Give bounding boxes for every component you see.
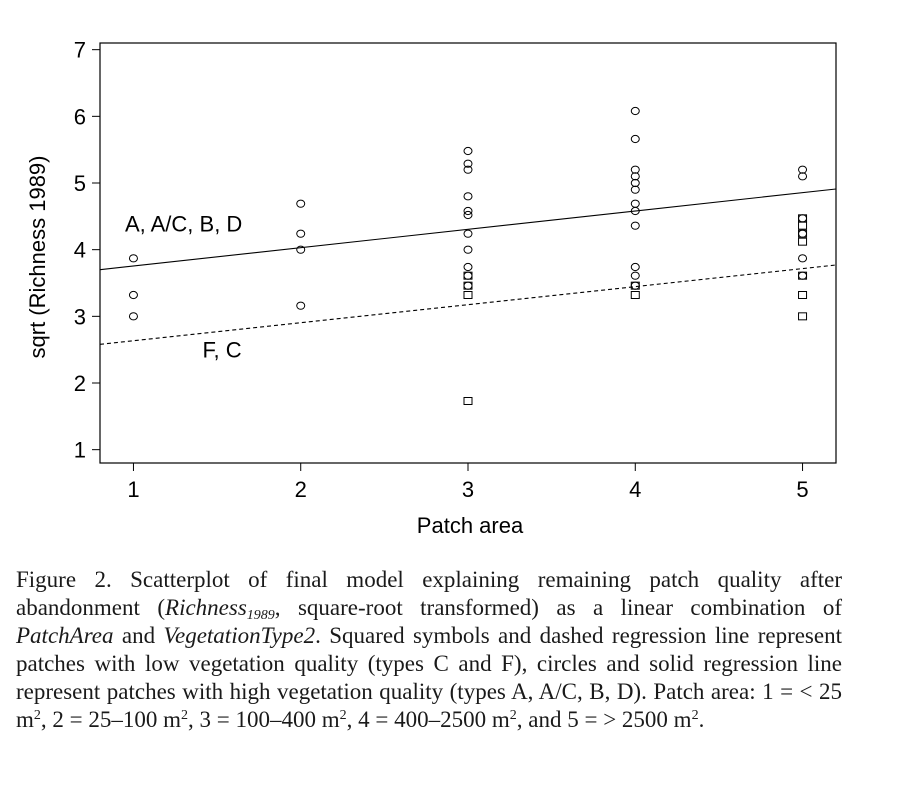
caption-text: Scatterplot of final model explaining re… [16,567,842,620]
caption-superscript: 2 [509,708,517,723]
square-point [630,281,640,290]
circle-point [128,290,138,300]
circle-point [630,281,640,290]
square-point [798,291,808,299]
caption-text: , 2 = 25–100 m [40,707,182,732]
circle-point [630,106,640,116]
x-tick-label: 2 [295,477,307,502]
caption-text: and [113,623,164,648]
circle-point [630,134,640,144]
circle-point [463,245,473,254]
x-tick-label: 1 [127,477,139,502]
circle-point [463,192,473,201]
caption-figure-label: Figure 2. [16,567,112,592]
caption-superscript: 2 [691,708,699,723]
circle-point [630,206,640,216]
circle-point [296,229,306,238]
circle-point [463,229,473,238]
circle-point [630,199,640,208]
circle-point [630,165,640,174]
x-axis-label: Patch area [417,513,524,538]
scatterplot: 1 2 3 4 5 1 2 3 4 5 6 7 A, A/C, B, D F, C Patch are… [25,38,837,538]
circle-point [463,159,473,168]
x-tick-label: 4 [629,477,641,502]
caption-superscript: 2 [339,708,347,723]
circle-point [296,301,306,310]
caption-richness-subscript: 1989 [246,608,275,623]
square-point [630,291,640,299]
caption-text: , 4 = 400–2500 m [346,707,510,732]
caption-text: . Squared symbols and dashed regression … [16,623,842,732]
solid-regression-line [99,188,837,271]
square-point [798,271,808,280]
dashed-regression-line [99,264,837,345]
y-axis-label: sqrt (Richness 1989) [25,156,50,359]
caption-superscript: 2 [33,708,41,723]
square-point [463,397,473,405]
circle-point [630,178,640,188]
caption-text: . [698,707,705,732]
circle-point [463,271,473,280]
circle-point [798,165,808,174]
square-point [463,271,473,280]
y-tick-label: 7 [74,38,86,63]
figure-caption: Figure 2. Scatterplot of final model exp… [16,566,842,734]
square-point [798,312,808,321]
square-point [798,237,808,246]
circle-point [630,172,640,181]
x-tick-label: 3 [462,477,474,502]
circle-point [798,229,808,238]
x-tick-label: 5 [796,477,808,502]
circle-point [463,210,473,220]
y-tick-label: 3 [74,304,86,329]
square-point [463,281,473,290]
caption-text: , 3 = 100–400 m [188,707,340,732]
circle-point [630,221,640,230]
y-tick-label: 6 [74,104,86,129]
circle-point [296,199,306,208]
circle-point [463,146,473,156]
caption-text: , square-root transformed) as a linear c… [274,595,842,620]
square-point [798,221,808,230]
caption-vegtype: VegetationType2 [163,623,316,648]
caption-patcharea: PatchArea [16,623,114,648]
y-tick-label: 4 [74,238,86,263]
y-tick-label: 5 [74,171,86,196]
circle-point [296,245,306,254]
circle-point [798,172,808,181]
square-point [798,229,808,238]
circle-point [630,271,640,280]
caption-richness: Richness [165,595,247,620]
circle-point [463,206,473,216]
circle-point [463,165,473,174]
circle-point [798,214,808,223]
y-tick-label: 2 [74,371,86,396]
y-tick-label: 1 [74,438,86,463]
circle-point [463,281,473,290]
circle-point [128,254,138,263]
circle-point [798,254,808,263]
circle-point [630,262,640,272]
group-annotation: A, A/C, B, D [125,212,242,237]
circle-point [463,262,473,272]
circle-point [128,312,138,321]
square-point [463,291,473,299]
caption-superscript: 2 [181,708,189,723]
group-annotation: F, C [203,338,242,363]
caption-text: , and 5 = > 2500 m [516,707,692,732]
circle-point [630,185,640,194]
circle-point [798,271,808,280]
